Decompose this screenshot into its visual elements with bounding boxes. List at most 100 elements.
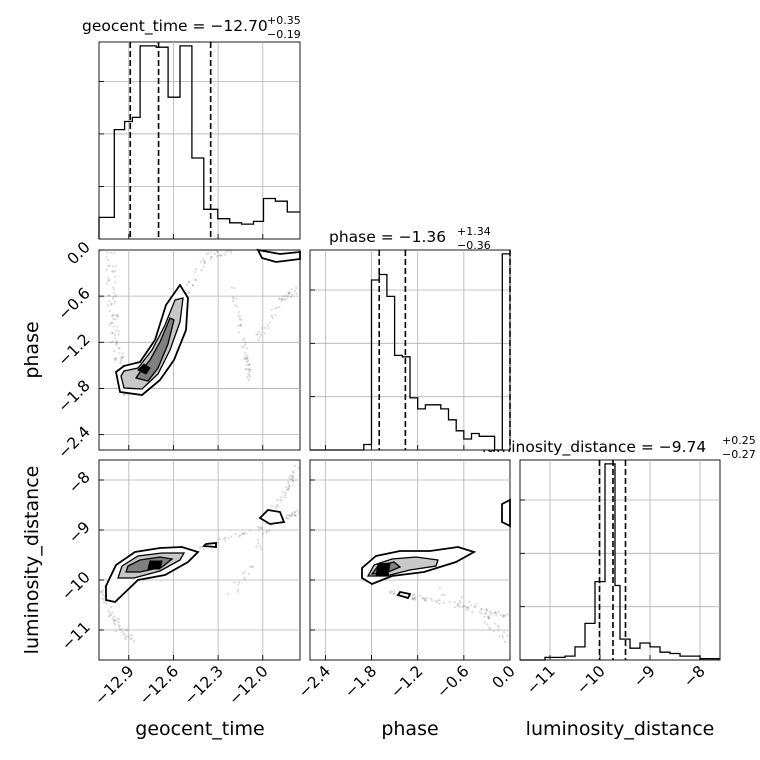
sample-point — [124, 628, 127, 631]
sample-point — [257, 542, 260, 545]
sample-point — [290, 288, 293, 291]
sample-point — [229, 251, 232, 255]
sample-point — [122, 356, 125, 359]
sample-point — [280, 299, 283, 302]
sample-point — [296, 509, 299, 512]
xtick-label-phase: −0.6 — [433, 662, 472, 701]
sample-point — [109, 341, 112, 344]
sample-point — [122, 394, 125, 397]
sample-point — [441, 593, 444, 596]
sample-point — [111, 297, 114, 300]
sample-point — [132, 640, 135, 643]
sample-point — [107, 294, 110, 297]
title-luminosity-distance-sub: −0.27 — [722, 448, 756, 461]
sample-point — [488, 610, 491, 613]
sample-point — [108, 310, 111, 313]
sample-point — [230, 248, 233, 251]
sample-point — [215, 250, 219, 253]
sample-point — [291, 513, 294, 516]
sample-point — [465, 608, 468, 612]
sample-point — [245, 356, 248, 359]
sample-point — [288, 291, 291, 294]
sample-point — [271, 316, 274, 319]
sample-point — [293, 514, 296, 517]
sample-point — [426, 596, 429, 600]
sample-point — [242, 339, 245, 342]
sample-point — [467, 606, 470, 609]
sample-point — [412, 597, 416, 600]
sample-point — [111, 314, 114, 317]
sample-point — [494, 610, 497, 614]
sample-point — [120, 628, 124, 631]
sample-point — [215, 255, 218, 258]
sample-point — [123, 633, 126, 636]
sample-point — [390, 590, 393, 593]
sample-point — [499, 614, 503, 617]
sample-point — [113, 302, 116, 305]
sample-point — [237, 314, 240, 317]
sample-point — [480, 612, 483, 615]
sample-point — [497, 626, 500, 629]
sample-point — [436, 599, 439, 602]
sample-point — [291, 476, 294, 479]
sample-point — [245, 363, 248, 366]
sample-point — [457, 603, 460, 606]
sample-point — [239, 323, 242, 326]
sample-point — [488, 626, 491, 629]
sample-point — [115, 329, 118, 332]
sample-point — [235, 297, 238, 300]
sample-point — [209, 256, 212, 259]
sample-point — [421, 597, 424, 600]
sample-point — [458, 605, 461, 609]
ytick-label-luminosity_distance: −10 — [58, 568, 94, 604]
sample-point — [108, 324, 111, 327]
sample-point — [443, 593, 446, 597]
panel-hist-luminosity-distance — [519, 459, 721, 661]
sample-point — [116, 314, 119, 318]
sample-point — [116, 342, 119, 345]
sample-point — [289, 478, 292, 481]
panel-hist-geocent-time — [98, 41, 301, 240]
ytick-label-phase: −2.4 — [54, 423, 93, 462]
sample-point — [473, 605, 476, 608]
ylabel-luminosity-distance: luminosity_distance — [21, 466, 43, 655]
sample-point — [470, 604, 473, 607]
sample-point — [114, 265, 117, 268]
sample-point — [287, 517, 290, 521]
sample-point — [227, 249, 230, 253]
sample-point — [110, 302, 113, 305]
sample-point — [241, 532, 244, 536]
sample-point — [114, 620, 117, 623]
sample-point — [284, 494, 287, 497]
sample-point — [266, 324, 269, 327]
sample-point — [487, 616, 490, 619]
sample-point — [503, 640, 507, 643]
sample-point — [424, 597, 427, 600]
sample-point — [112, 622, 116, 625]
sample-point — [238, 318, 241, 321]
sample-point — [112, 318, 115, 321]
sample-point — [238, 535, 241, 538]
sample-point — [110, 614, 113, 617]
sample-point — [456, 604, 459, 608]
sample-point — [125, 634, 128, 637]
sample-point — [107, 304, 110, 307]
panel-2d-phase-luminosity-distance — [309, 459, 511, 661]
sample-point — [102, 589, 105, 592]
sample-point — [248, 375, 251, 379]
sample-point — [278, 297, 281, 300]
sample-point — [107, 276, 110, 280]
sample-point — [238, 331, 241, 334]
sample-point — [120, 356, 123, 359]
sample-point — [459, 601, 462, 604]
sample-point — [492, 630, 495, 633]
sample-point — [489, 612, 492, 615]
sample-point — [288, 292, 291, 295]
sample-point — [116, 315, 119, 318]
title-geocent-time: geocent_time = −12.70 +0.35 −0.19 — [82, 14, 301, 41]
sample-point — [259, 527, 263, 530]
sample-point — [200, 269, 203, 272]
sample-point — [200, 545, 203, 549]
ytick-label-phase: −0.6 — [54, 284, 93, 323]
